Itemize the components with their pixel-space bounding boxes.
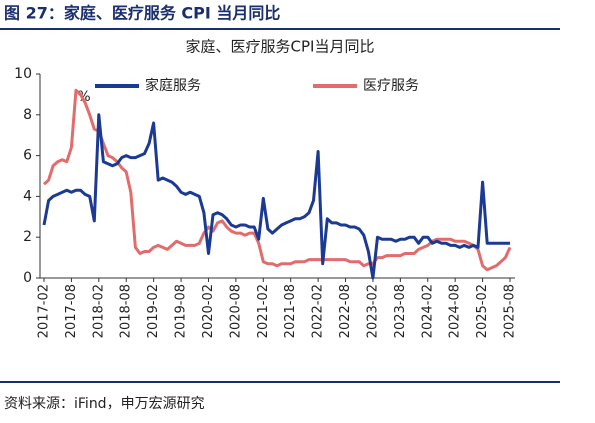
series-line [42,113,510,280]
y-tick-label: 10 [14,66,32,82]
x-tick-label: 2018-08 [119,284,134,338]
y-tick-label: 8 [23,107,32,123]
x-tick-label: 2024-08 [448,284,463,338]
x-tick-label: 2020-08 [228,284,243,338]
y-tick-label: 2 [23,229,32,245]
x-tick-label: 2017-08 [64,284,79,338]
x-tick-label: 2023-08 [393,284,408,338]
x-tick-label: 2020-02 [201,284,216,338]
x-tick-label: 2023-02 [365,284,380,338]
x-tick-label: 2019-08 [174,284,189,338]
chart-title: 家庭、医疗服务CPI当月同比 [186,38,375,56]
x-tick-label: 2025-02 [475,284,490,338]
y-tick-label: 6 [23,148,32,164]
y-tick-label: 0 [23,270,32,286]
x-tick-label: 2025-08 [503,284,518,338]
x-tick-label: 2022-08 [338,284,353,338]
x-tick-label: 2018-02 [91,284,106,338]
x-tick-label: 2019-02 [146,284,161,338]
x-tick-label: 2021-02 [256,284,271,338]
x-tick-label: 2017-02 [37,284,52,338]
source: 资料来源：iFind，申万宏源研究 [4,396,205,412]
header-title: 图 27：家庭、医疗服务 CPI 当月同比 [4,4,280,23]
x-tick-label: 2024-02 [420,284,435,338]
legend-label: 家庭服务 [145,77,201,94]
x-tick-label: 2021-08 [283,284,298,338]
x-tick-label: 2022-02 [311,284,326,338]
y-tick-label: 4 [23,188,32,204]
legend-label: 医疗服务 [363,78,419,94]
